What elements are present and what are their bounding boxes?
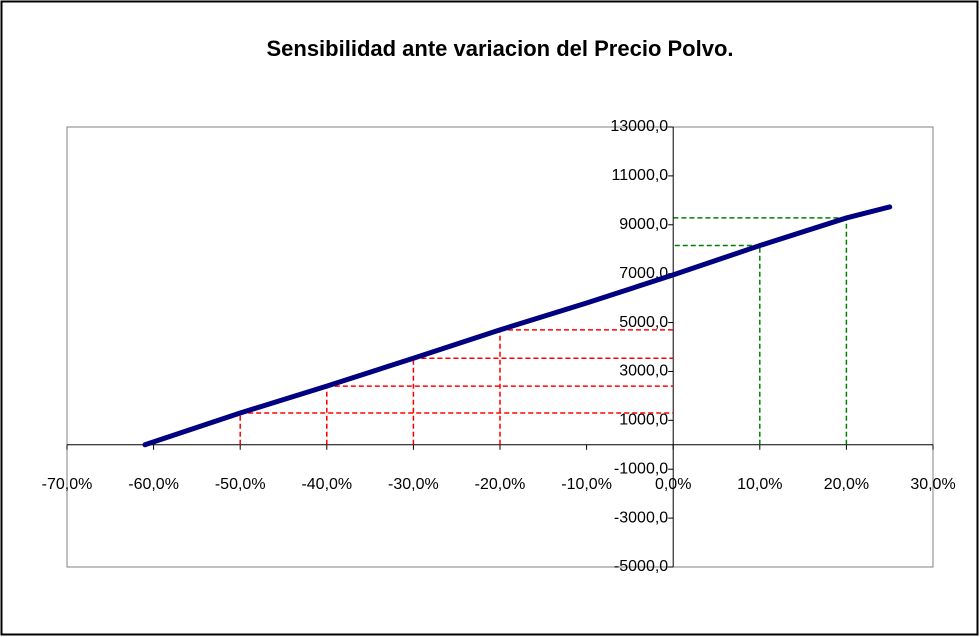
- y-tick-label: 7000,0: [619, 265, 668, 282]
- y-tick-label: 1000,0: [619, 412, 668, 429]
- x-tick-label: 20,0%: [824, 476, 869, 493]
- y-tick-label: -1000,0: [614, 460, 668, 477]
- y-tick-label: -3000,0: [614, 509, 668, 526]
- x-tick-label: 10,0%: [737, 476, 782, 493]
- y-tick-label: -5000,0: [614, 558, 668, 575]
- y-tick-label: 3000,0: [619, 363, 668, 380]
- x-tick-label: -20,0%: [475, 476, 526, 493]
- y-tick-label: 5000,0: [619, 314, 668, 331]
- x-tick-label: -70,0%: [42, 476, 93, 493]
- y-tick-label: 11000,0: [612, 167, 669, 184]
- y-tick-label: 9000,0: [619, 216, 668, 233]
- x-tick-label: -10,0%: [561, 476, 612, 493]
- x-tick-label: -60,0%: [128, 476, 179, 493]
- x-tick-label: 30,0%: [910, 476, 955, 493]
- x-tick-label: -40,0%: [301, 476, 352, 493]
- x-tick-label: 0,0%: [655, 476, 691, 493]
- x-tick-label: -50,0%: [215, 476, 266, 493]
- chart-title: Sensibilidad ante variacion del Precio P…: [266, 36, 733, 61]
- x-tick-label: -30,0%: [388, 476, 439, 493]
- y-tick-label: 13000,0: [610, 118, 668, 135]
- series-line: [142, 204, 893, 448]
